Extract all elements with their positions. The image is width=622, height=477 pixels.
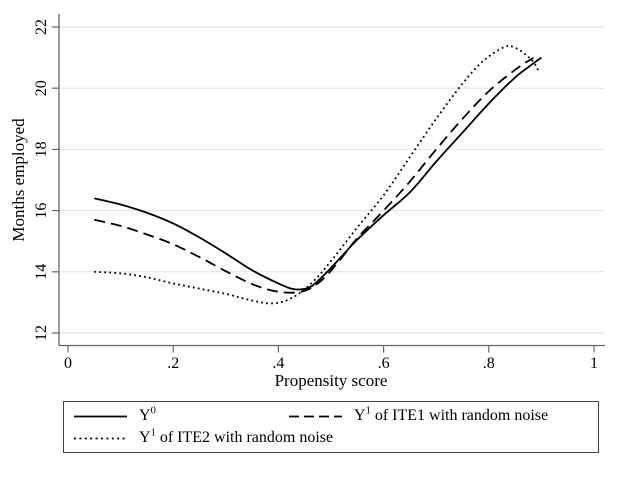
y-tick-label: 20 bbox=[33, 80, 50, 96]
y-tick-label: 16 bbox=[33, 203, 50, 219]
series-line-y1-ite2 bbox=[94, 45, 540, 305]
legend-item-y1-ite2: Y1 of ITE2 with random noise bbox=[73, 427, 334, 446]
legend-item-y1-ite1: Y1 of ITE1 with random noise bbox=[288, 405, 549, 424]
legend-label-y1-ite2: Y1 of ITE2 with random noise bbox=[139, 427, 334, 446]
legend-label-y1-ite1: Y1 of ITE1 with random noise bbox=[354, 405, 549, 424]
legend-row-2: Y1 of ITE2 with random noise bbox=[73, 427, 598, 449]
x-tick-label: .2 bbox=[167, 355, 179, 372]
x-tick-label: .8 bbox=[483, 355, 495, 372]
x-tick-label: .4 bbox=[272, 355, 284, 372]
dashed-line-sample-icon bbox=[289, 415, 342, 417]
legend-box: Y0 Y1 of ITE1 with random noise Y1 of IT… bbox=[63, 401, 599, 453]
legend-row-1: Y0 Y1 of ITE1 with random noise bbox=[73, 405, 598, 427]
solid-line-sample-icon bbox=[74, 415, 127, 417]
series-line-y1-ite1 bbox=[94, 56, 535, 294]
y-axis-title: Months employed bbox=[9, 118, 28, 242]
x-tick-label: 1 bbox=[590, 355, 598, 372]
y-tick-label: 12 bbox=[33, 325, 50, 341]
x-tick-label: .6 bbox=[378, 355, 390, 372]
dotted-line-sample-icon bbox=[74, 437, 127, 439]
y-tick-label: 22 bbox=[33, 19, 50, 35]
y-tick-label: 14 bbox=[33, 264, 50, 280]
y-tick-label: 18 bbox=[33, 141, 50, 157]
x-axis-title: Propensity score bbox=[275, 371, 388, 390]
x-tick-label: 0 bbox=[64, 355, 72, 372]
series-line-y0 bbox=[94, 56, 542, 291]
legend-item-y0: Y0 bbox=[73, 405, 288, 424]
legend-label-y0: Y0 bbox=[139, 405, 156, 424]
